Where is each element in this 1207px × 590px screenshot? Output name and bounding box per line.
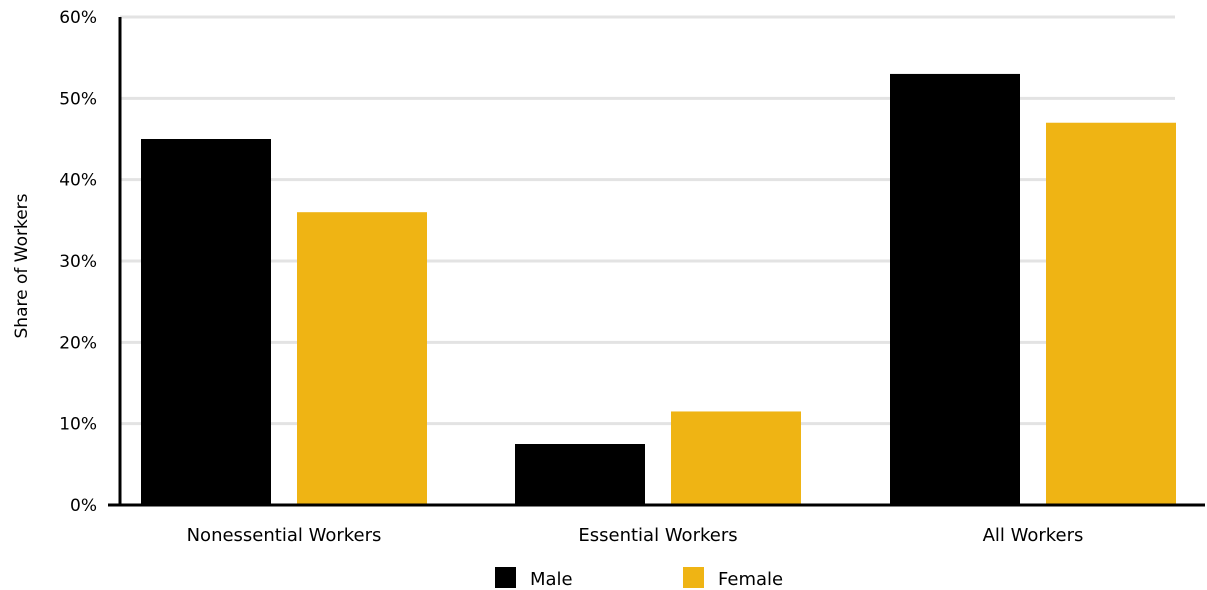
y-tick-label: 0% [70, 496, 97, 516]
bar-male-2 [890, 73, 1020, 505]
bar-male-1 [515, 444, 645, 505]
y-tick-label: 50% [59, 89, 97, 109]
bar-female-0 [297, 212, 427, 505]
bar-female-2 [1046, 122, 1176, 505]
axes [108, 17, 1205, 507]
legend-swatch-female [683, 567, 704, 588]
legend: Male Female [495, 567, 783, 590]
bar-male-0 [141, 139, 271, 505]
x-category-label: Essential Workers [578, 525, 737, 546]
bar-female-1 [671, 411, 801, 505]
y-tick-label: 30% [59, 252, 97, 272]
x-category-label: Nonessential Workers [187, 525, 382, 546]
legend-label-male: Male [530, 569, 573, 590]
y-tick-label: 40% [59, 171, 97, 191]
y-tick-label: 10% [59, 415, 97, 435]
legend-label-female: Female [718, 569, 783, 590]
x-category-label: All Workers [983, 525, 1084, 546]
y-tick-label: 20% [59, 333, 97, 353]
y-axis-title: Share of Workers [12, 193, 32, 338]
labels: 0% 10% 20% 30% 40% 50% 60% Nonessential Workers… [12, 8, 1083, 546]
bars [141, 73, 1176, 505]
legend-swatch-male [495, 567, 516, 588]
y-tick-label: 60% [59, 8, 97, 28]
